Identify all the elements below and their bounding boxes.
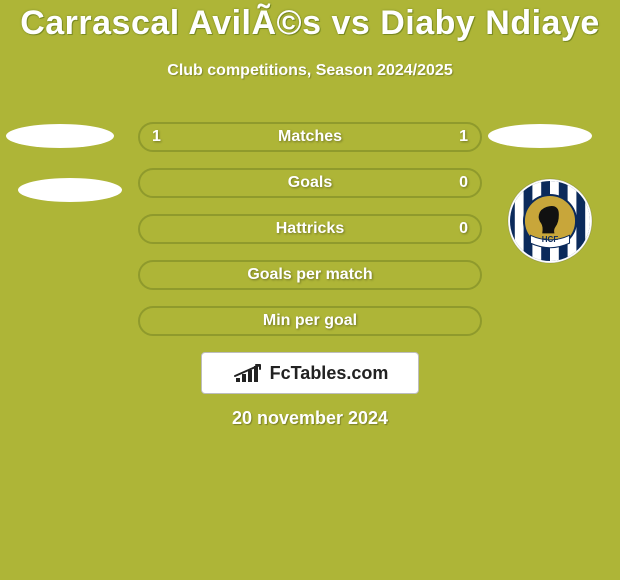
stat-bar: Matches1 1	[138, 122, 482, 152]
stat-bar: Min per goal	[138, 306, 482, 336]
page-subtitle: Club competitions, Season 2024/2025	[0, 62, 620, 80]
crest-banner-text: HCF	[542, 235, 559, 244]
stat-bar-left-value: 1	[152, 128, 161, 146]
stat-bar-label: Min per goal	[140, 312, 480, 330]
stat-bar-label: Hattricks	[140, 220, 480, 238]
comparison-canvas: Carrascal AvilÃ©s vs Diaby Ndiaye Club c…	[0, 0, 620, 580]
stat-bar-right-value: 0	[459, 174, 468, 192]
stat-bar: Hattricks0	[138, 214, 482, 244]
stat-bar-right-value: 0	[459, 220, 468, 238]
stat-bar: Goals per match	[138, 260, 482, 290]
fctables-badge[interactable]: FcTables.com	[201, 352, 419, 394]
fctables-badge-text: FcTables.com	[270, 363, 389, 384]
stat-bar: Goals0	[138, 168, 482, 198]
page-title: Carrascal AvilÃ©s vs Diaby Ndiaye	[0, 4, 620, 43]
bar-chart-icon	[232, 362, 266, 384]
stat-bar-label: Matches	[140, 128, 480, 146]
content-layer: Carrascal AvilÃ©s vs Diaby Ndiaye Club c…	[0, 0, 620, 580]
stat-bar-label: Goals per match	[140, 266, 480, 284]
left-player-placeholder	[6, 124, 114, 148]
snapshot-date: 20 november 2024	[0, 408, 620, 429]
right-player-placeholder	[488, 124, 592, 148]
stat-bar-right-value: 1	[459, 128, 468, 146]
club-crest-icon: HCF	[506, 177, 594, 265]
stat-bar-label: Goals	[140, 174, 480, 192]
left-player-placeholder	[18, 178, 122, 202]
